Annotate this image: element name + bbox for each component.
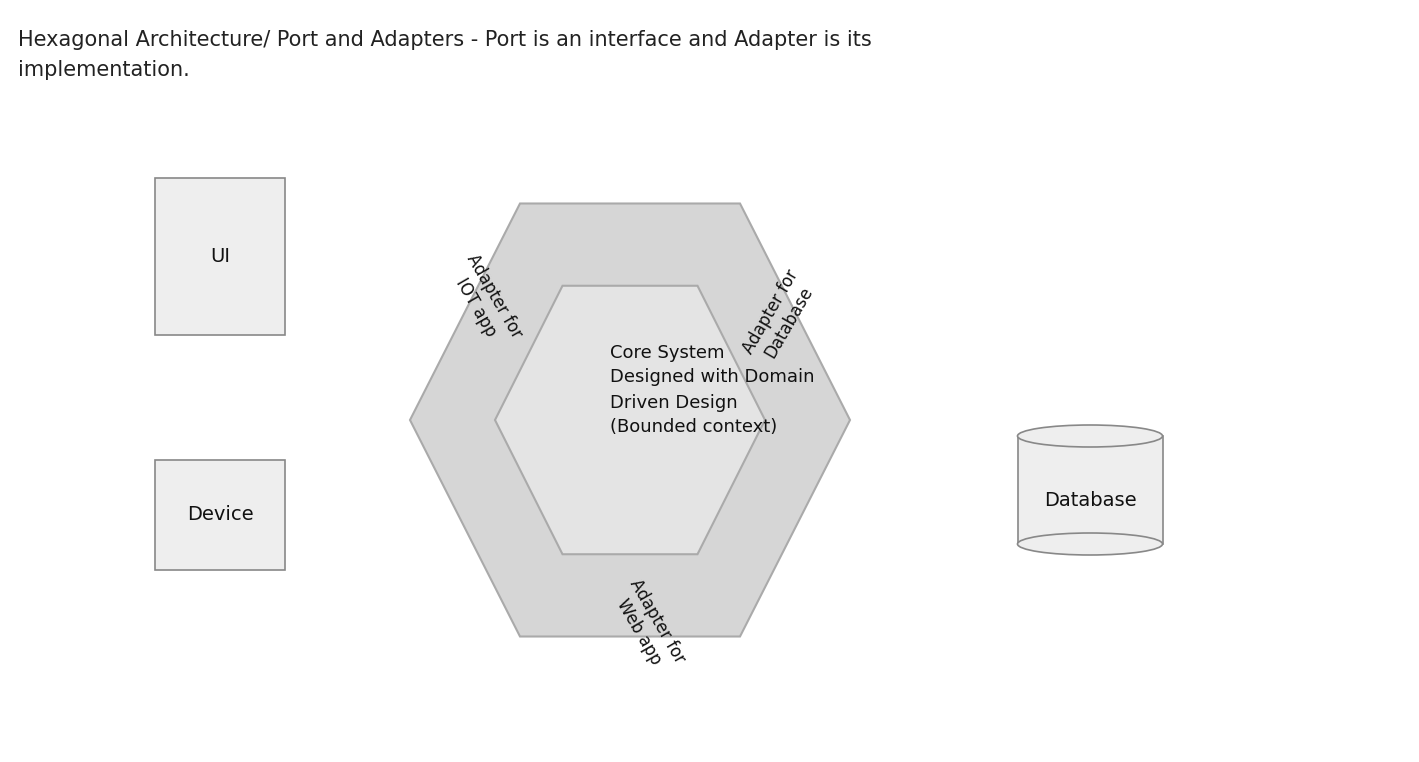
FancyBboxPatch shape: [155, 178, 285, 335]
Text: Adapter for
Database: Adapter for Database: [739, 267, 820, 367]
FancyBboxPatch shape: [155, 460, 285, 570]
Text: implementation.: implementation.: [18, 60, 190, 80]
Ellipse shape: [1017, 533, 1162, 555]
Text: Database: Database: [1044, 491, 1137, 510]
Polygon shape: [495, 286, 765, 554]
Text: Hexagonal Architecture/ Port and Adapters - Port is an interface and Adapter is : Hexagonal Architecture/ Port and Adapter…: [18, 30, 871, 50]
Ellipse shape: [1017, 425, 1162, 447]
Text: UI: UI: [210, 247, 230, 266]
Bar: [1017, 436, 1162, 544]
Text: Device: Device: [187, 505, 254, 524]
Text: Core System
Designed with Domain
Driven Design
(Bounded context): Core System Designed with Domain Driven …: [610, 344, 815, 437]
Text: Adapter for
IOT app: Adapter for IOT app: [444, 251, 525, 352]
Polygon shape: [410, 203, 850, 636]
Text: Adapter for
Web app: Adapter for Web app: [607, 576, 688, 677]
